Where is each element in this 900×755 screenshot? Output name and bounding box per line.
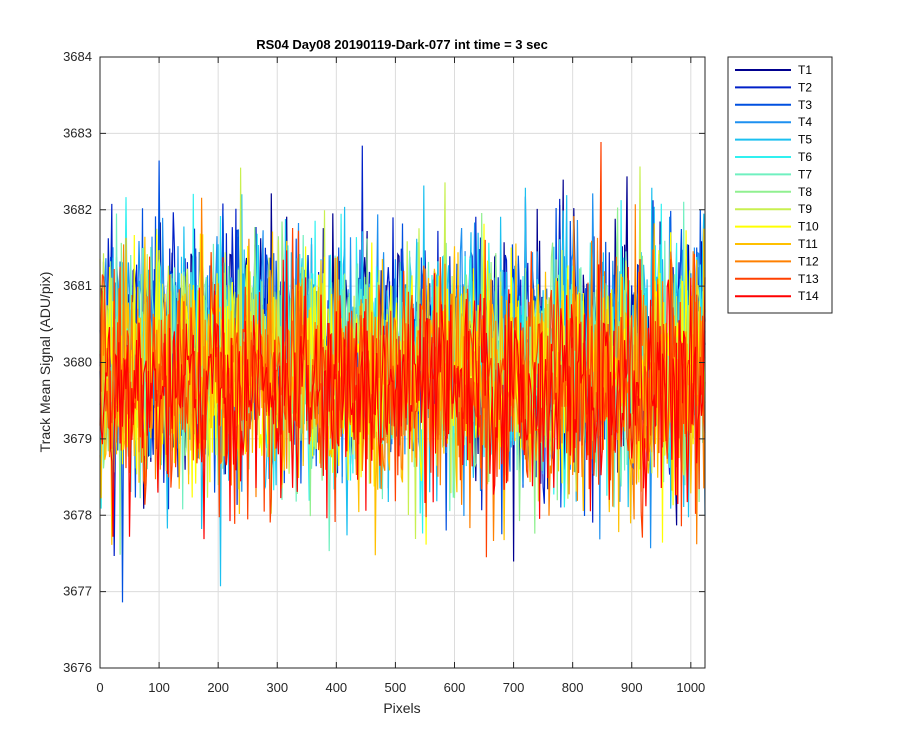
y-axis-label: Track Mean Signal (ADU/pix) xyxy=(37,272,53,453)
legend-box xyxy=(727,56,833,314)
legend-label-t11: T11 xyxy=(798,237,818,251)
x-tick-label: 200 xyxy=(207,680,229,695)
x-tick-label: 700 xyxy=(503,680,525,695)
y-tick-label: 3677 xyxy=(63,584,92,599)
x-axis-ticks: 0 100 200 300 400 500 600 700 800 900 1000 xyxy=(96,57,705,695)
x-tick-label: 900 xyxy=(621,680,643,695)
x-tick-label: 1000 xyxy=(676,680,705,695)
x-tick-label: 100 xyxy=(148,680,170,695)
y-tick-label: 3679 xyxy=(63,431,92,446)
x-tick-label: 800 xyxy=(562,680,584,695)
x-tick-label: 500 xyxy=(385,680,407,695)
y-tick-label: 3676 xyxy=(63,660,92,675)
y-tick-label: 3684 xyxy=(63,49,92,64)
legend-label-t2: T2 xyxy=(798,80,812,94)
y-tick-label: 3681 xyxy=(63,278,92,293)
legend-label-t12: T12 xyxy=(798,254,819,268)
legend-items: T1 T2 T3 T4 T5 T6 T7 T8 T9 T10 T11 T12 T13 T14 xyxy=(735,63,819,303)
y-tick-label: 3678 xyxy=(63,507,92,522)
legend-label-t6: T6 xyxy=(798,150,812,164)
y-tick-label: 3682 xyxy=(63,202,92,217)
legend-label-t5: T5 xyxy=(798,133,812,147)
series-line-t12 xyxy=(99,197,706,545)
y-tick-label: 3680 xyxy=(63,355,92,370)
chart-title: RS04 Day08 20190119-Dark-077 int time = … xyxy=(256,37,548,52)
legend-label-t8: T8 xyxy=(798,185,812,199)
x-tick-label: 300 xyxy=(266,680,288,695)
x-axis-label: Pixels xyxy=(383,700,420,716)
series-lines xyxy=(99,141,706,603)
legend-label-t3: T3 xyxy=(798,98,812,112)
legend: T1 T2 T3 T4 T5 T6 T7 T8 T9 T10 T11 T12 T13 T14 xyxy=(727,56,833,314)
legend-label-t9: T9 xyxy=(798,202,812,216)
series-line-t14 xyxy=(99,250,706,540)
legend-label-t4: T4 xyxy=(798,115,812,129)
legend-label-t7: T7 xyxy=(798,167,812,181)
legend-label-t1: T1 xyxy=(798,63,812,77)
x-tick-label: 400 xyxy=(325,680,347,695)
y-tick-label: 3683 xyxy=(63,125,92,140)
y-axis-ticks: 3676 3677 3678 3679 3680 3681 3682 3683 3684 xyxy=(63,49,705,675)
legend-label-t10: T10 xyxy=(798,220,819,234)
legend-label-t14: T14 xyxy=(798,289,819,303)
legend-label-t13: T13 xyxy=(798,272,819,286)
x-tick-label: 0 xyxy=(96,680,103,695)
x-tick-label: 600 xyxy=(444,680,466,695)
